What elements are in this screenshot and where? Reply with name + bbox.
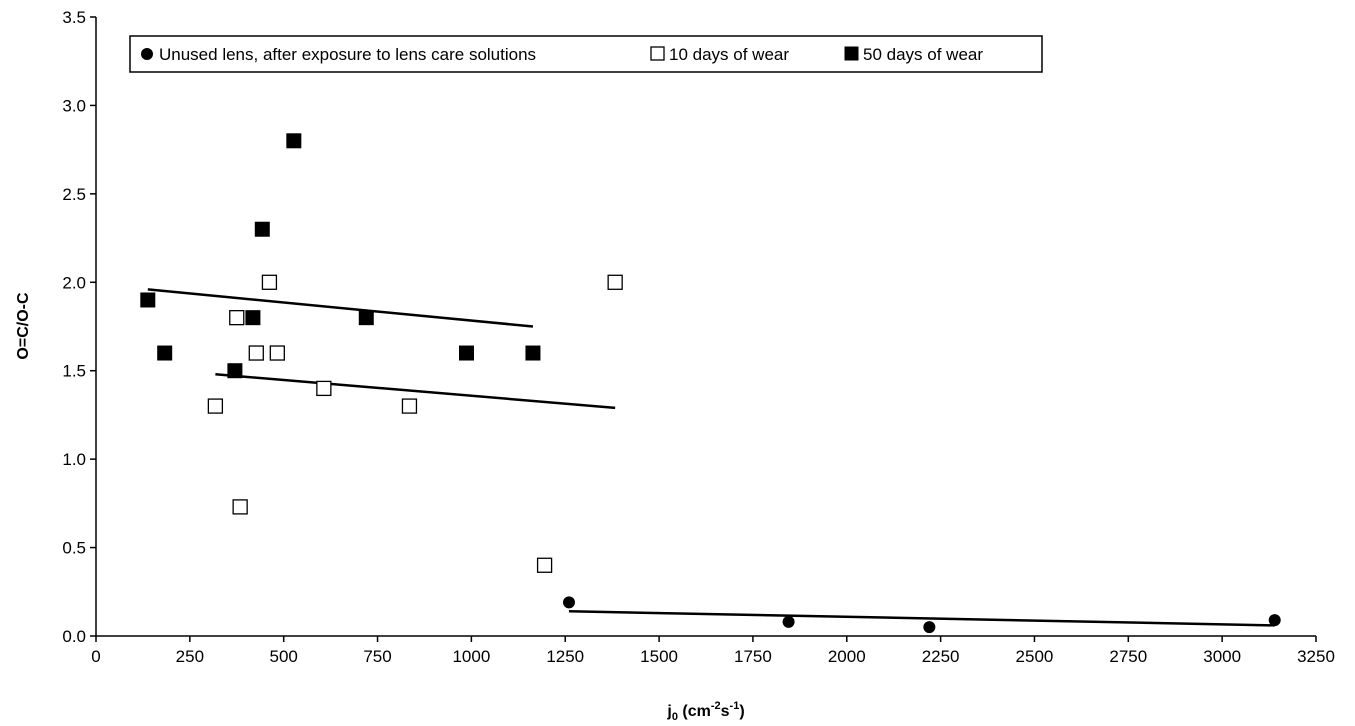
point-10-days [207, 398, 224, 414]
x-tick-label: 1000 [452, 647, 490, 666]
point-10-days [229, 310, 245, 326]
legend-marker-unused [141, 48, 153, 60]
ticks: 0.0 0.5 1.0 1.5 2.0 2.5 3.0 3.5 0 250 500 750 1000 12… [62, 8, 1335, 666]
trendline-unused-lens [568, 609, 1275, 627]
legend-label-50-days: 50 days of wear [863, 45, 983, 64]
x-tick-label: 1250 [546, 647, 584, 666]
x-tick-label: 2750 [1109, 647, 1147, 666]
x-tick-label: 0 [91, 647, 100, 666]
trendline-50-days [147, 288, 534, 328]
point-50-days [525, 345, 541, 361]
x-axis-title: j0 (cm-2s-1) [666, 700, 744, 723]
x-axis-title-sub: 0 [672, 711, 678, 723]
point-50-days [245, 310, 261, 326]
x-axis-title-close: ) [739, 703, 744, 720]
y-tick-label: 0.5 [62, 539, 86, 558]
x-tick-label: 500 [270, 647, 298, 666]
y-tick-label: 1.0 [62, 450, 86, 469]
point-unused-lens [562, 596, 575, 609]
point-10-days [316, 380, 332, 397]
point-10-days [248, 345, 264, 361]
point-50-days [157, 345, 173, 361]
x-tick-label: 250 [176, 647, 204, 666]
point-10-days [269, 345, 285, 361]
point-50-days [358, 310, 374, 326]
point-50-days [140, 292, 156, 308]
x-tick-label: 2500 [1016, 647, 1054, 666]
x-tick-label: 2250 [922, 647, 960, 666]
x-axis-title-base: j [666, 703, 671, 720]
y-tick-label: 0.0 [62, 627, 86, 646]
point-10-days [232, 499, 248, 515]
point-50-days [286, 133, 302, 149]
point-50-days [227, 363, 243, 379]
x-tick-label: 3250 [1297, 647, 1335, 666]
x-axis-title-mid: s [721, 703, 730, 720]
x-axis-title-exp1: -2 [711, 700, 721, 712]
y-tick-label: 3.0 [62, 96, 86, 115]
legend: Unused lens, after exposure to lens care… [129, 35, 1043, 73]
point-10-days [401, 398, 418, 414]
y-tick-label: 3.5 [62, 8, 86, 27]
x-tick-label: 750 [363, 647, 391, 666]
point-10-days [261, 274, 278, 290]
x-tick-label: 3000 [1203, 647, 1241, 666]
x-axis-title-exp2: -1 [730, 700, 740, 712]
y-tick-label: 2.0 [62, 273, 86, 292]
point-unused-lens [923, 621, 936, 634]
trendlines [147, 288, 1275, 627]
y-tick-label: 2.5 [62, 185, 86, 204]
point-50-days [459, 345, 475, 361]
x-tick-label: 2000 [828, 647, 866, 666]
legend-marker-50-days [844, 46, 859, 61]
x-tick-label: 1750 [734, 647, 772, 666]
trendline-10-days [215, 373, 616, 410]
legend-label-10-days: 10 days of wear [669, 45, 789, 64]
axes [95, 17, 1316, 637]
legend-label-unused: Unused lens, after exposure to lens care… [159, 45, 536, 64]
point-10-days [536, 557, 553, 573]
points [140, 133, 1281, 634]
point-10-days [607, 274, 623, 290]
point-50-days [254, 221, 270, 237]
y-axis-title: O=C/O-C [15, 292, 32, 360]
y-tick-label: 1.5 [62, 362, 86, 381]
x-tick-label: 1500 [640, 647, 678, 666]
point-unused-lens [1268, 614, 1281, 627]
legend-marker-10-days [650, 46, 665, 61]
point-unused-lens [782, 615, 795, 628]
legend-box [129, 35, 1043, 73]
x-axis-title-open: (cm [678, 703, 711, 720]
